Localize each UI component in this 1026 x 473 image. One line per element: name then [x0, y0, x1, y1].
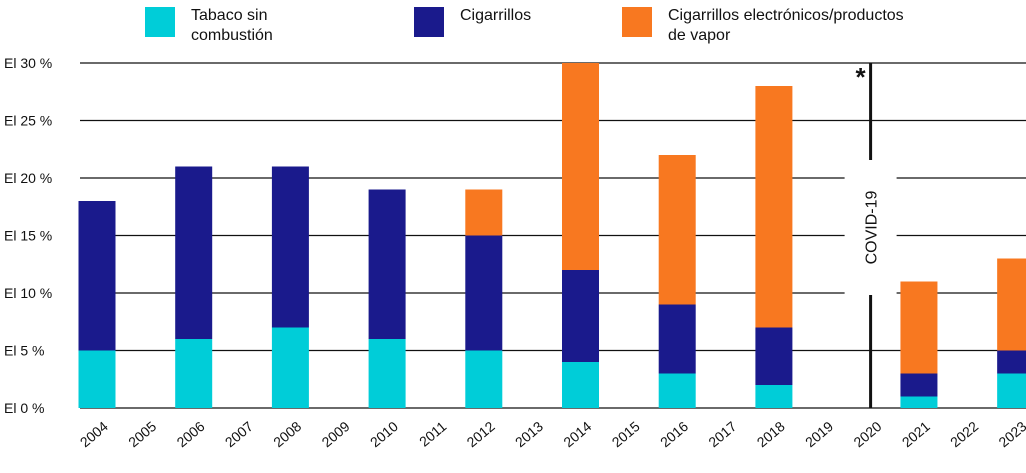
- x-tick-label-2022: 2022: [947, 418, 981, 450]
- x-tick-label-2021: 2021: [899, 418, 933, 450]
- x-tick-label-2006: 2006: [173, 418, 207, 450]
- y-tick-label-0: El 0 %: [4, 400, 44, 416]
- bar-2012-series-1: [465, 235, 503, 351]
- bar-2006-series-0: [175, 339, 213, 408]
- bar-2023-series-1: [997, 350, 1026, 374]
- grid-lines: [80, 62, 1026, 409]
- bar-2021-series-0: [900, 396, 938, 408]
- x-tick-label-2007: 2007: [222, 418, 256, 450]
- bar-2004-series-1: [78, 201, 116, 351]
- x-tick-label-2013: 2013: [512, 418, 546, 450]
- bar-2018-series-2: [755, 86, 793, 328]
- legend-label-line1: Cigarrillos: [460, 7, 532, 24]
- legend-label-line2: de vapor: [668, 27, 731, 44]
- legend-label-tabaco: Tabaco sin combustión: [191, 6, 273, 46]
- x-tick-label-2020: 2020: [850, 418, 884, 450]
- bar-2014-series-0: [562, 362, 599, 408]
- bar-2008-series-0: [271, 327, 309, 408]
- y-tick-label-5: El 5 %: [4, 343, 44, 359]
- y-tick-labels: El 0 % El 5 % El 10 % El 15 % El 20 % El 25 %…: [4, 55, 52, 416]
- x-tick-label-2012: 2012: [464, 418, 498, 450]
- bar-2023-series-0: [997, 373, 1026, 408]
- y-tick-label-20: El 20 %: [4, 170, 52, 186]
- bar-2023-series-2: [997, 258, 1026, 351]
- x-tick-label-2019: 2019: [802, 418, 836, 450]
- legend-label-line2: combustión: [191, 27, 273, 44]
- covid-label: COVID-19: [864, 191, 881, 265]
- y-tick-label-30: El 30 %: [4, 55, 52, 71]
- bar-2008-series-1: [271, 166, 309, 328]
- bar-2010-series-1: [368, 189, 406, 339]
- covid-annotation: COVID-19 *: [856, 62, 881, 408]
- bar-2012-series-0: [465, 350, 503, 408]
- x-tick-label-2016: 2016: [657, 418, 691, 450]
- bar-2014-series-2: [562, 63, 599, 270]
- legend-label-cigarrillos: Cigarrillos: [460, 6, 531, 26]
- bars: [78, 63, 1026, 408]
- legend-item-tabaco-sin-combustion: Tabaco sin combustión: [145, 6, 273, 46]
- legend-item-cigarrillos-electronicos: Cigarrillos electrónicos/productos de va…: [622, 6, 904, 46]
- x-tick-label-2009: 2009: [319, 418, 353, 450]
- x-tick-label-2015: 2015: [609, 418, 643, 450]
- y-tick-label-10: El 10 %: [4, 285, 52, 301]
- x-tick-label-2004: 2004: [77, 418, 111, 450]
- x-tick-label-2023: 2023: [995, 418, 1026, 450]
- bar-2006-series-1: [175, 166, 213, 339]
- bar-2021-series-1: [900, 373, 938, 397]
- legend-swatch-cigarrillos: [414, 7, 444, 37]
- legend-swatch-tabaco: [145, 7, 175, 37]
- x-tick-label-2010: 2010: [367, 418, 401, 450]
- bar-2016-series-1: [658, 304, 696, 374]
- bar-2012-series-2: [465, 189, 503, 236]
- bar-2018-series-1: [755, 327, 793, 385]
- x-tick-label-2011: 2011: [416, 418, 450, 450]
- bar-2016-series-0: [658, 373, 696, 408]
- bar-2021-series-2: [900, 281, 938, 374]
- bar-2016-series-2: [658, 155, 696, 305]
- legend-swatch-vapor: [622, 7, 652, 37]
- x-tick-label-2017: 2017: [705, 418, 739, 450]
- bar-2010-series-0: [368, 339, 406, 408]
- legend-label-line1: Tabaco sin: [191, 7, 268, 24]
- x-tick-label-2018: 2018: [754, 418, 788, 450]
- bar-2004-series-0: [78, 350, 116, 408]
- bar-2018-series-0: [755, 385, 793, 408]
- bar-2014-series-1: [562, 270, 599, 362]
- y-tick-label-25: El 25 %: [4, 113, 52, 129]
- y-tick-label-15: El 15 %: [4, 228, 52, 244]
- x-tick-label-2014: 2014: [560, 418, 594, 450]
- covid-asterisk: *: [856, 62, 867, 92]
- legend-label-line1: Cigarrillos electrónicos/productos: [668, 7, 904, 24]
- x-tick-label-2008: 2008: [270, 418, 304, 450]
- x-tick-labels: 2004 2005 2006 2007 2008 2009 2010 2011 2012 2013…: [77, 418, 1026, 450]
- legend-label-vapor: Cigarrillos electrónicos/productos de va…: [668, 6, 904, 46]
- x-tick-label-2005: 2005: [125, 418, 159, 450]
- legend-item-cigarrillos: Cigarrillos: [414, 6, 531, 37]
